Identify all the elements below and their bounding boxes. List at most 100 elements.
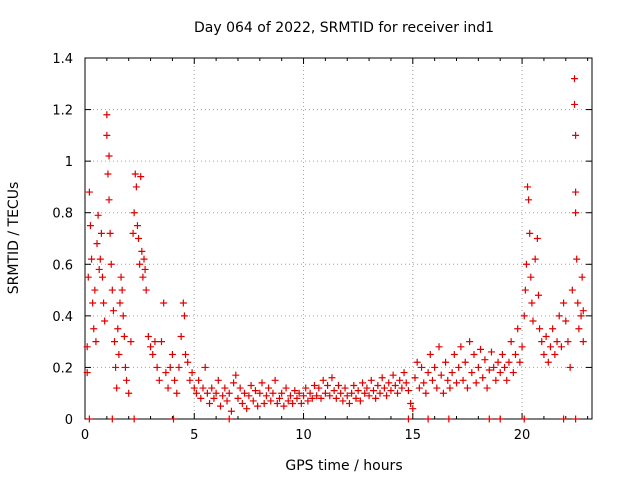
x-tick-label: 0	[81, 428, 89, 443]
data-point	[367, 376, 375, 384]
data-point	[208, 384, 216, 392]
zero-data-point	[424, 415, 432, 423]
data-point	[566, 363, 574, 371]
data-point	[477, 345, 485, 353]
data-point	[127, 338, 135, 346]
data-point	[402, 379, 410, 387]
data-point	[214, 376, 222, 384]
data-point	[485, 366, 493, 374]
zero-data-point	[170, 415, 178, 423]
data-point	[409, 405, 417, 413]
data-point	[306, 389, 314, 397]
data-point	[97, 229, 105, 237]
chart-title: Day 064 of 2022, SRMTID for receiver ind…	[194, 20, 494, 36]
data-point	[136, 260, 144, 268]
data-point	[135, 235, 143, 242]
data-point	[339, 397, 347, 405]
data-point	[516, 358, 524, 366]
y-tick-label: 0.6	[52, 258, 73, 273]
data-point	[529, 317, 537, 325]
data-point	[337, 389, 345, 397]
data-point	[470, 351, 478, 359]
data-point	[572, 209, 580, 217]
data-point	[444, 376, 452, 384]
data-point	[206, 400, 214, 408]
data-point	[527, 273, 535, 281]
data-point	[137, 173, 145, 181]
data-point	[522, 260, 530, 268]
data-point	[468, 369, 476, 377]
data-point	[521, 286, 529, 294]
data-point	[324, 381, 332, 389]
data-point	[116, 299, 124, 307]
y-tick-label: 0.2	[52, 361, 73, 376]
data-point	[113, 384, 121, 392]
data-point	[201, 363, 209, 371]
data-point	[219, 392, 227, 400]
data-point	[354, 387, 362, 395]
data-point	[160, 299, 168, 307]
data-point	[391, 381, 399, 389]
data-point	[319, 376, 327, 384]
data-point	[348, 389, 356, 397]
data-point	[141, 265, 149, 273]
data-point	[494, 358, 502, 366]
y-axis-label: SRMTID / TECUs	[6, 182, 22, 295]
data-point	[125, 389, 133, 397]
data-point	[162, 369, 170, 377]
data-point	[538, 338, 546, 346]
data-point	[251, 387, 259, 395]
x-tick-label: 20	[514, 428, 531, 443]
data-point	[560, 299, 568, 307]
data-point	[131, 170, 139, 178]
data-point	[433, 384, 441, 392]
data-point	[182, 351, 190, 359]
data-point	[315, 384, 323, 392]
data-point	[369, 387, 377, 395]
data-point	[138, 247, 146, 255]
data-point	[256, 389, 264, 397]
y-tick-label: 0.4	[52, 310, 73, 325]
data-point	[356, 397, 364, 405]
data-point	[155, 376, 163, 384]
data-point	[230, 379, 238, 387]
data-point	[216, 402, 224, 410]
data-point	[286, 392, 294, 400]
data-point	[273, 400, 281, 408]
x-tick-label: 5	[190, 428, 198, 443]
data-point	[343, 392, 351, 400]
data-point	[173, 389, 181, 397]
data-point	[571, 75, 579, 83]
y-tick-label: 0.8	[52, 207, 73, 222]
data-point	[365, 392, 373, 400]
data-point	[562, 317, 570, 325]
data-point	[280, 402, 288, 410]
data-point	[247, 381, 255, 389]
data-point	[332, 394, 340, 402]
data-point	[101, 317, 109, 325]
data-point	[151, 338, 159, 346]
data-point	[188, 369, 196, 377]
data-point	[96, 255, 104, 263]
data-point	[177, 332, 185, 340]
data-point	[575, 325, 583, 333]
data-point	[361, 389, 369, 397]
data-point	[420, 379, 428, 387]
x-tick-label: 10	[295, 428, 312, 443]
data-point	[372, 394, 380, 402]
data-point	[147, 343, 155, 351]
data-point	[227, 407, 235, 415]
data-point	[533, 235, 541, 242]
data-point	[111, 338, 119, 346]
data-point	[437, 371, 445, 379]
data-point	[260, 400, 268, 408]
data-point	[328, 374, 336, 382]
data-point	[341, 384, 349, 392]
data-point	[450, 351, 458, 359]
data-point	[133, 222, 141, 230]
data-point	[549, 325, 557, 333]
data-point	[335, 381, 342, 389]
data-point	[168, 351, 176, 359]
data-point	[459, 376, 467, 384]
data-point	[481, 356, 489, 364]
